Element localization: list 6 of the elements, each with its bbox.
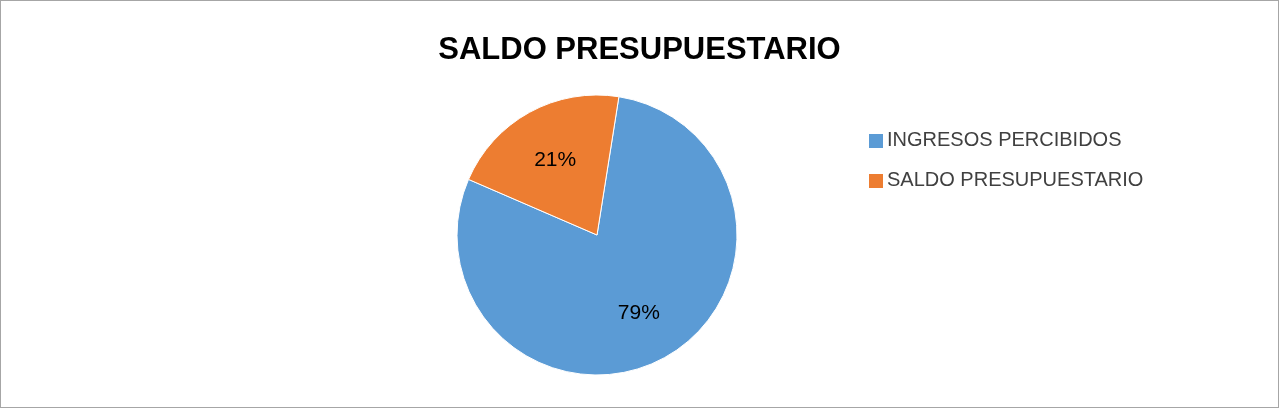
data-label: 79%: [617, 299, 660, 323]
legend-label: INGRESOS PERCIBIDOS: [887, 128, 1122, 150]
chart-title: SALDO PRESUPUESTARIO: [437, 31, 842, 67]
legend-label: SALDO PRESUPUESTARIO: [887, 168, 1144, 190]
pie-slice: [456, 96, 738, 376]
data-label: 21%: [534, 147, 577, 171]
